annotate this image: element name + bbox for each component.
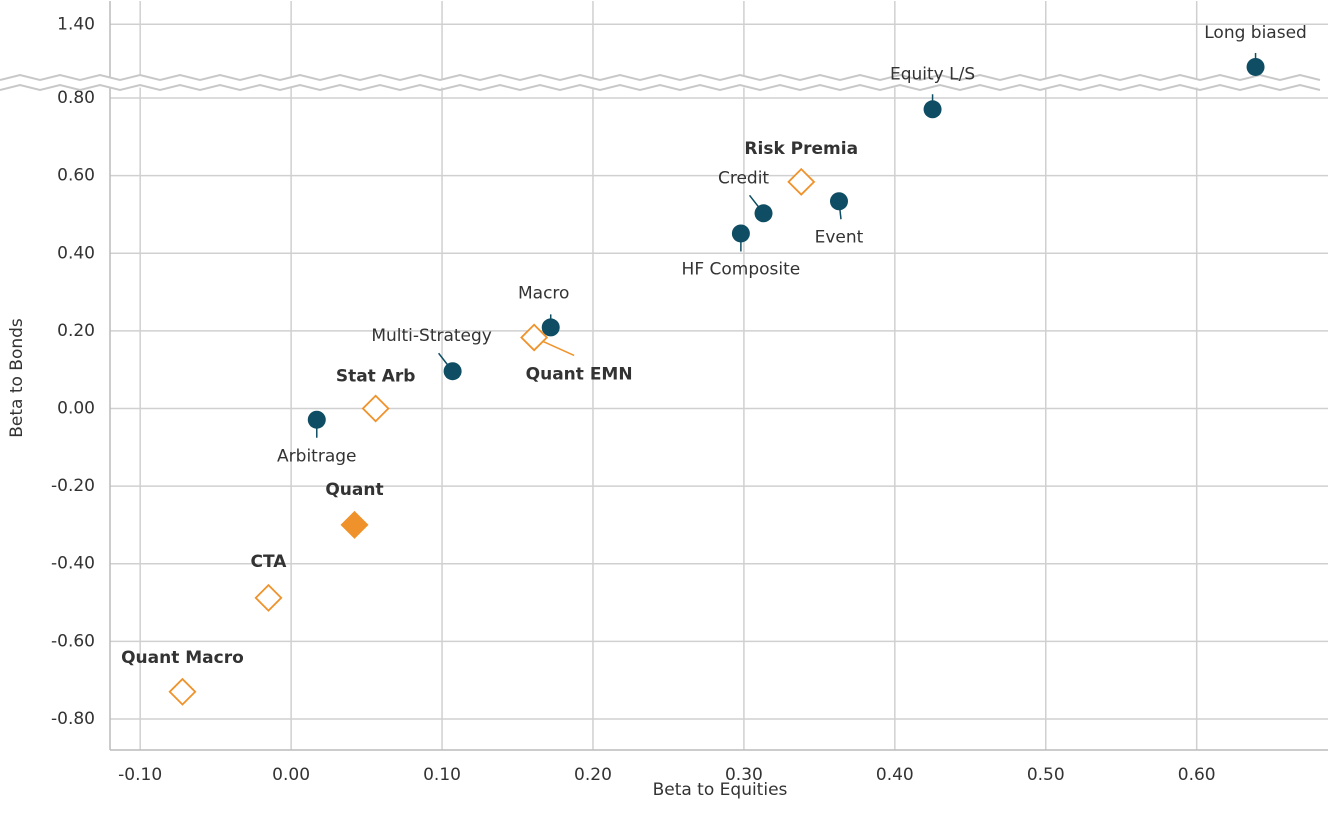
y-tick-label: 0.00 (57, 398, 95, 418)
point-label: Long biased (1204, 23, 1307, 43)
point (923, 100, 942, 119)
y-tick-label: -0.20 (51, 476, 95, 496)
y-tick-label: 0.60 (57, 166, 95, 186)
point (307, 410, 326, 429)
x-axis-title: Beta to Equities (653, 780, 788, 800)
y-tick-label: 0.40 (57, 243, 95, 263)
y-tick-label: 0.80 (57, 88, 95, 108)
y-tick-label: -0.80 (51, 709, 95, 729)
axis-break-band (0, 78, 1338, 87)
point-label: Arbitrage (277, 447, 356, 467)
point-label: Macro (518, 283, 569, 303)
point-label: Quant Macro (121, 648, 244, 668)
point (254, 583, 283, 612)
point (361, 394, 390, 423)
x-tick-label: 0.30 (725, 765, 763, 785)
point-label: Stat Arb (336, 366, 416, 386)
point (541, 318, 560, 337)
x-tick-label: -0.10 (118, 765, 162, 785)
axis-break-line (0, 83, 1321, 92)
y-tick-label: -0.40 (51, 554, 95, 574)
point (1246, 57, 1265, 76)
y-tick-label: 0.20 (57, 321, 95, 341)
y-axis-title: Beta to Bonds (7, 318, 27, 438)
point (520, 323, 549, 352)
point-label: Quant EMN (526, 364, 633, 384)
point-label: CTA (251, 552, 288, 572)
point (340, 510, 369, 539)
x-tick-label: 0.10 (423, 765, 461, 785)
point-label: Credit (718, 168, 769, 188)
point-label: Multi-Strategy (371, 326, 492, 346)
point-label: Risk Premia (744, 139, 858, 159)
point (787, 167, 816, 196)
point (731, 224, 750, 243)
x-tick-label: 0.00 (272, 765, 310, 785)
y-tick-label: 1.40 (57, 14, 95, 34)
point-label: HF Composite (682, 259, 801, 279)
point-label: Event (815, 227, 864, 247)
point (443, 362, 462, 381)
y-tick-label: -0.60 (51, 631, 95, 651)
x-tick-label: 0.60 (1178, 765, 1216, 785)
x-tick-label: 0.20 (574, 765, 612, 785)
point-label: Quant (325, 480, 383, 500)
point (829, 192, 848, 211)
point (754, 204, 773, 223)
x-tick-label: 0.40 (876, 765, 914, 785)
axis-break-line (0, 73, 1321, 82)
point-label: Equity L/S (890, 64, 975, 84)
x-tick-label: 0.50 (1027, 765, 1065, 785)
point (168, 677, 197, 706)
